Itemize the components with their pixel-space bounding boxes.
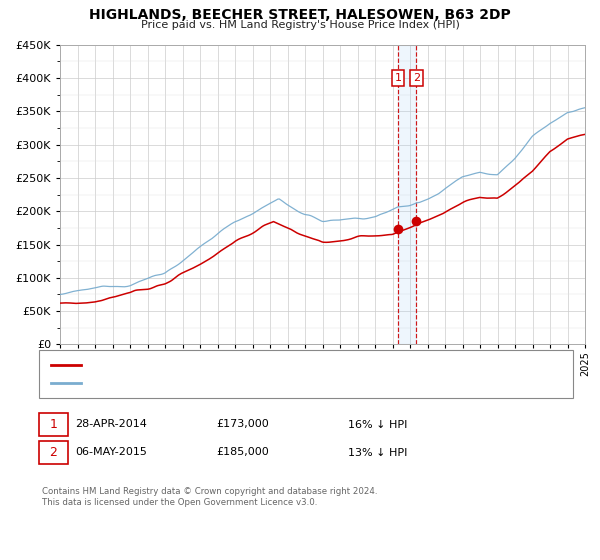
Text: Price paid vs. HM Land Registry's House Price Index (HPI): Price paid vs. HM Land Registry's House … bbox=[140, 20, 460, 30]
Text: 06-MAY-2015: 06-MAY-2015 bbox=[75, 447, 147, 458]
Text: 1: 1 bbox=[49, 418, 58, 431]
Text: This data is licensed under the Open Government Licence v3.0.: This data is licensed under the Open Gov… bbox=[42, 498, 317, 507]
Text: £173,000: £173,000 bbox=[216, 419, 269, 430]
Text: HIGHLANDS, BEECHER STREET, HALESOWEN, B63 2DP (detached house): HIGHLANDS, BEECHER STREET, HALESOWEN, B6… bbox=[86, 360, 443, 370]
Text: 1: 1 bbox=[395, 73, 401, 83]
Bar bbox=[398, 45, 416, 344]
Text: 13% ↓ HPI: 13% ↓ HPI bbox=[348, 447, 407, 458]
Text: 16% ↓ HPI: 16% ↓ HPI bbox=[348, 419, 407, 430]
Text: HIGHLANDS, BEECHER STREET, HALESOWEN, B63 2DP: HIGHLANDS, BEECHER STREET, HALESOWEN, B6… bbox=[89, 8, 511, 22]
Text: 28-APR-2014: 28-APR-2014 bbox=[75, 419, 147, 430]
Text: HPI: Average price, detached house, Dudley: HPI: Average price, detached house, Dudl… bbox=[86, 378, 301, 388]
Text: 2: 2 bbox=[49, 446, 58, 459]
Text: £185,000: £185,000 bbox=[216, 447, 269, 458]
Text: Contains HM Land Registry data © Crown copyright and database right 2024.: Contains HM Land Registry data © Crown c… bbox=[42, 487, 377, 496]
Text: 2: 2 bbox=[413, 73, 420, 83]
